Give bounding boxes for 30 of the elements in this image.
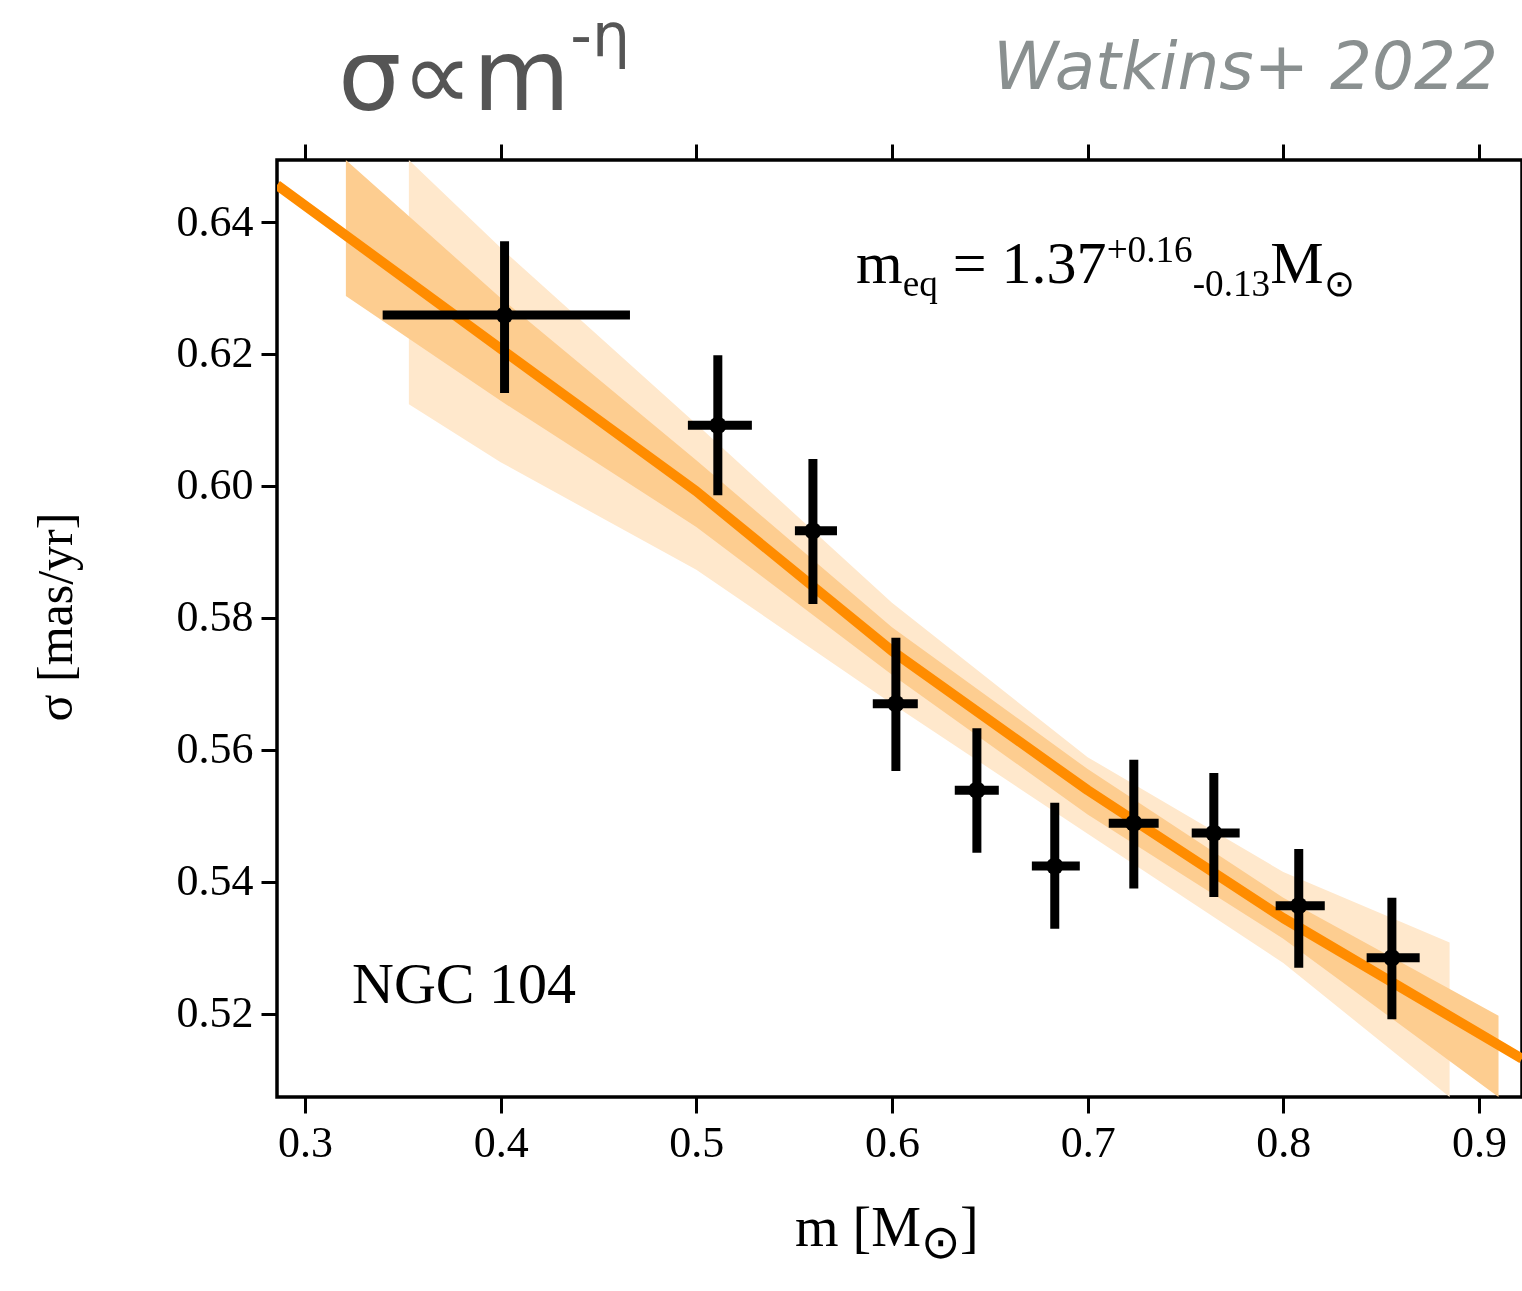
y-tick-label: 0.60 bbox=[176, 460, 254, 510]
point bbox=[1205, 824, 1223, 842]
point bbox=[1046, 857, 1064, 875]
y-tick-label: 0.62 bbox=[176, 328, 254, 378]
x-tick-label: 0.6 bbox=[864, 1117, 920, 1167]
x-tick-label: 0.8 bbox=[1256, 1117, 1312, 1167]
y-tick-label: 0.64 bbox=[176, 196, 254, 246]
point bbox=[1383, 949, 1401, 967]
y-tick-label: 0.54 bbox=[176, 856, 254, 906]
point bbox=[804, 522, 822, 540]
chart-title: σ∝m$^{-η}$ bbox=[338, 0, 630, 134]
x-tick-label: 0.5 bbox=[669, 1117, 725, 1167]
annotation: NGC 104 bbox=[352, 950, 576, 1017]
point bbox=[495, 306, 514, 324]
point bbox=[1290, 897, 1308, 915]
x-tick-label: 0.7 bbox=[1060, 1117, 1116, 1167]
point bbox=[1125, 814, 1143, 832]
y-tick-label: 0.56 bbox=[176, 724, 254, 774]
y-tick-label: 0.52 bbox=[176, 988, 254, 1038]
y-axis-title: σ [mas/yr] bbox=[26, 511, 84, 724]
x-axis-title: m [M$_{⊙}$] bbox=[795, 1195, 979, 1270]
annotation: m$_{eq}$ = 1.37$^{+0.16}$$_{-0.13}$M$_{⊙}$ bbox=[856, 228, 1355, 305]
point bbox=[887, 695, 905, 713]
text: Watkins+ 2022 bbox=[993, 28, 1498, 105]
x-tick-label: 0.4 bbox=[473, 1117, 529, 1167]
point bbox=[968, 781, 986, 799]
x-tick-label: 0.9 bbox=[1451, 1117, 1507, 1167]
x-tick-label: 0.3 bbox=[277, 1117, 333, 1167]
y-tick-label: 0.58 bbox=[176, 592, 254, 642]
point bbox=[709, 416, 727, 434]
